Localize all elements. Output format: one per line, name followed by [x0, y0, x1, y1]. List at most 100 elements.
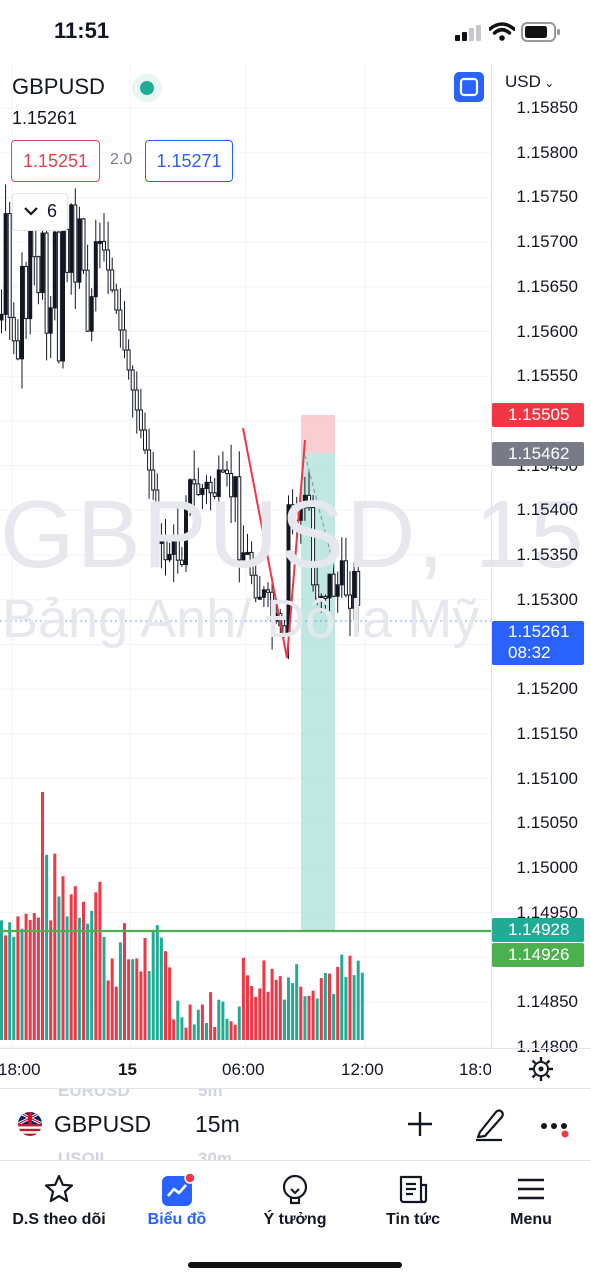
- previous-interval: 5m: [198, 1088, 223, 1100]
- volume-bar: [135, 958, 139, 1040]
- nav-watchlist[interactable]: D.S theo dõi: [0, 1161, 118, 1241]
- candle-body: [77, 218, 82, 283]
- candle-body: [44, 232, 49, 334]
- countdown-label: 08:32: [508, 643, 551, 662]
- price-tick: 1.15850: [516, 98, 578, 117]
- volume-bar: [200, 1004, 204, 1040]
- candle-body: [11, 316, 16, 342]
- candle-body: [204, 481, 209, 490]
- volume-bar: [36, 917, 40, 1040]
- volume-bar: [168, 967, 172, 1040]
- nav-menu[interactable]: Menu: [472, 1161, 590, 1241]
- volume-bar: [250, 986, 254, 1040]
- candle-body: [249, 551, 254, 576]
- nav-label: Biểu đồ: [147, 1211, 207, 1228]
- candle-body: [307, 494, 311, 509]
- drawing-pen-icon[interactable]: [472, 1106, 506, 1142]
- symbol-switcher-bar[interactable]: EURUSD 5m USOIL 30m: [0, 1088, 591, 1161]
- chevron-down-icon: [24, 207, 38, 216]
- candle-body: [106, 249, 111, 271]
- volume-bar: [106, 980, 110, 1040]
- volume-bar: [282, 999, 286, 1040]
- candle-body: [352, 570, 357, 609]
- add-plus-icon[interactable]: [404, 1108, 436, 1140]
- candle-body: [171, 535, 176, 555]
- volume-bar: [352, 975, 356, 1040]
- volume-bar: [262, 960, 266, 1040]
- candle-body: [134, 389, 139, 411]
- volume-bar: [192, 1024, 196, 1040]
- candle-body: [229, 473, 234, 498]
- entry-price-badge: 1.15462: [492, 442, 584, 466]
- volume-bar: [319, 978, 323, 1040]
- candle-body: [32, 229, 37, 258]
- chart-symbol-title[interactable]: GBPUSD: [12, 74, 105, 99]
- candle-body: [311, 507, 316, 586]
- candle-body: [3, 213, 8, 315]
- volume-bar: [28, 920, 32, 1040]
- volume-bar: [131, 959, 135, 1040]
- price-chart[interactable]: [0, 64, 491, 1048]
- price-tick: 1.15150: [516, 723, 578, 743]
- candle-body: [20, 265, 24, 360]
- volume-bar: [41, 792, 44, 1040]
- volume-bar: [258, 988, 262, 1040]
- volume-bar: [98, 881, 102, 1040]
- sell-button[interactable]: 1.15251: [11, 140, 100, 182]
- nav-label: Tin tức: [386, 1211, 440, 1228]
- price-tick: 1.14950: [516, 902, 578, 922]
- candle-body: [261, 589, 266, 598]
- volume-bar: [118, 942, 122, 1040]
- chart-watermark-symbol: GBPUSD, 15: [0, 481, 586, 588]
- volume-bar: [332, 993, 336, 1040]
- spread-value: 2.0: [110, 151, 133, 168]
- candle-body: [343, 560, 348, 596]
- volume-bar: [360, 972, 364, 1040]
- volume-bar: [90, 910, 94, 1040]
- candle-body: [151, 469, 156, 491]
- time-tick: 06:00: [222, 1060, 265, 1079]
- current-price-badge: 1.15261 08:32: [492, 621, 584, 665]
- indicators-collapse-button[interactable]: 6: [12, 193, 68, 231]
- candle-body: [270, 591, 275, 622]
- buy-button[interactable]: 1.15271: [145, 140, 233, 182]
- volume-bar: [291, 983, 295, 1040]
- take-profit-zone: [301, 453, 335, 930]
- volume-bar: [82, 901, 85, 1040]
- candle-body: [315, 584, 320, 600]
- candle-body: [56, 231, 61, 362]
- next-symbol: USOIL: [58, 1149, 110, 1161]
- volume-bar: [307, 995, 311, 1040]
- current-interval[interactable]: 15m: [195, 1111, 240, 1137]
- candle-body: [147, 449, 152, 471]
- price-tick: 1.15050: [516, 813, 578, 833]
- volume-bar: [16, 916, 20, 1040]
- nav-ideas[interactable]: Ý tưởng: [236, 1161, 354, 1241]
- time-axis[interactable]: 18:00 15 06:00 12:00 18:00: [0, 1048, 591, 1089]
- volume-bar: [123, 923, 126, 1040]
- volume-bar: [336, 966, 340, 1040]
- volume-bar: [299, 986, 303, 1040]
- volume-bar: [205, 1022, 208, 1040]
- volume-bar: [303, 996, 307, 1040]
- wifi-icon: [489, 22, 515, 41]
- current-symbol[interactable]: GBPUSD: [54, 1111, 152, 1137]
- lightbulb-icon: [282, 1174, 308, 1205]
- candle-body: [89, 296, 94, 332]
- chart-watermark-description: Bảng Anh/ Đô la Mỹ: [2, 589, 480, 649]
- volume-bar: [225, 1018, 229, 1040]
- more-options-icon[interactable]: [540, 1116, 572, 1140]
- fullscreen-button[interactable]: [454, 72, 484, 102]
- nav-news[interactable]: Tin tức: [354, 1161, 472, 1241]
- volume-bar: [155, 925, 159, 1040]
- time-tick: 12:00: [341, 1060, 384, 1079]
- candle-body: [97, 240, 102, 244]
- nav-chart[interactable]: Biểu đồ: [118, 1161, 236, 1241]
- volume-bar: [217, 999, 221, 1040]
- price-axis[interactable]: 1.15850 1.15800 1.15750 1.15700 1.15650 1.156…: [491, 64, 591, 1056]
- candle-body: [339, 560, 344, 586]
- chart-settings-icon[interactable]: [528, 1056, 554, 1082]
- volume-bar: [356, 960, 360, 1040]
- news-icon: [399, 1175, 428, 1204]
- currency-selector[interactable]: USD ⌄: [505, 72, 554, 92]
